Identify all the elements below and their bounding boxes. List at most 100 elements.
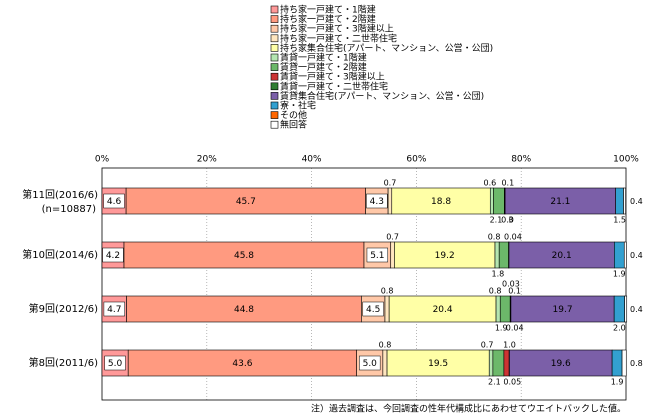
data-label: 0.8 [379, 341, 392, 350]
legend-swatch [271, 6, 278, 13]
bar-segment [496, 296, 500, 322]
legend-swatch [271, 35, 278, 42]
bar-segment [614, 296, 624, 322]
data-label: 0.7 [481, 341, 494, 350]
legend-label: その他 [280, 109, 307, 121]
legend-swatch [271, 54, 278, 61]
data-label: 0.8 [488, 233, 501, 242]
data-label: 19.6 [551, 359, 571, 369]
legend-label: 賃貸集合住宅(アパート、マンション、公営・公団) [280, 90, 484, 102]
category-label: 第8回(2011/6) [29, 356, 98, 369]
legend-swatch [271, 121, 278, 128]
data-label: 0.4 [630, 305, 643, 314]
bar-segment [624, 188, 626, 214]
data-label: 0.1 [501, 179, 514, 188]
data-label: 19.2 [435, 251, 455, 261]
bar-segment [616, 188, 624, 214]
data-label: 4.7 [107, 305, 121, 315]
legend-swatch [271, 112, 278, 119]
data-label: 0.4 [630, 197, 643, 206]
data-label: 0.1 [508, 287, 521, 296]
data-label: 5.0 [363, 359, 378, 369]
data-label: 44.8 [234, 305, 254, 315]
bar-segment [614, 242, 624, 268]
legend-label: 賃貸一戸建て・3階建以上 [280, 71, 385, 83]
data-label: 0.4 [630, 251, 643, 260]
data-label: 0.7 [384, 179, 397, 188]
legend-swatch [271, 102, 278, 109]
x-tick-label: 20% [197, 155, 217, 165]
legend-swatch [271, 83, 278, 90]
bar-segment [490, 188, 493, 214]
data-label: 1.9 [611, 378, 624, 387]
legend-swatch [271, 73, 278, 80]
legend-label: 賃貸一戸建て・1階建 [280, 52, 367, 64]
data-label: 0.04 [506, 324, 524, 333]
bar-segment [383, 350, 387, 376]
data-label: 20.4 [433, 305, 453, 315]
legend-swatch [271, 64, 278, 71]
category-label: 第11回(2016/6) [22, 188, 98, 201]
data-label: 4.6 [107, 197, 122, 207]
x-tick-label: 80% [511, 155, 531, 165]
data-label: 2.1 [488, 378, 501, 387]
legend-label: 寮・社宅 [280, 100, 316, 112]
legend-label: 持ち家一戸建て・二世帯住宅 [280, 32, 397, 44]
bar-segment [500, 296, 510, 322]
data-label: 21.1 [550, 197, 570, 207]
category-sublabel: (n=10887) [42, 204, 96, 215]
category-label: 第9回(2012/6) [29, 302, 98, 315]
data-label: 0.04 [504, 233, 522, 242]
data-label: 0.8 [381, 287, 394, 296]
bar-segment [499, 242, 508, 268]
legend-swatch [271, 92, 278, 99]
data-label: 0.8 [630, 359, 643, 368]
legend-swatch [271, 16, 278, 23]
data-label: 5.1 [370, 251, 384, 261]
bar-segment [612, 350, 622, 376]
legend-label: 無回答 [280, 119, 307, 131]
legend-label: 賃貸一戸建て・二世帯住宅 [280, 80, 388, 92]
data-label: 4.3 [370, 197, 384, 207]
data-label: 2.0 [613, 324, 626, 333]
bar-segment [385, 296, 389, 322]
bar-segment [388, 188, 392, 214]
bar-segment [391, 242, 395, 268]
data-label: 45.7 [236, 197, 256, 207]
legend-swatch [271, 44, 278, 51]
x-tick-label: 60% [406, 155, 426, 165]
data-label: 43.6 [232, 359, 252, 369]
data-label: 45.8 [234, 251, 254, 261]
data-label: 19.5 [428, 359, 448, 369]
bar-segment [622, 350, 626, 376]
bar-segment [493, 188, 504, 214]
data-label: 19.7 [553, 305, 573, 315]
data-label: 1.0 [503, 341, 516, 350]
chart-note: 注）過去調査は、今回調査の性年代構成比にあわせてウエイトバックした値。 [311, 403, 626, 415]
bar-segment [624, 242, 626, 268]
data-label: 4.2 [106, 251, 120, 261]
data-label: 0.05 [503, 378, 521, 387]
legend-label: 持ち家一戸建て・2階建 [280, 13, 376, 25]
legend-label: 持ち家一戸建て・3階建以上 [280, 23, 394, 35]
bar-segment [625, 296, 627, 322]
bar-segment [489, 350, 493, 376]
data-label: 5.0 [108, 359, 123, 369]
data-label: 18.8 [431, 197, 451, 207]
data-label: 0.6 [483, 179, 496, 188]
x-tick-label: 0% [95, 155, 110, 165]
legend-label: 賃貸一戸建て・2階建 [280, 61, 367, 73]
data-label: 20.1 [552, 251, 572, 261]
legend-label: 持ち家一戸建て・1階建 [280, 4, 376, 16]
data-label: 1.8 [492, 270, 505, 279]
bar-segment [504, 350, 509, 376]
legend-swatch [271, 25, 278, 32]
category-label: 第10回(2014/6) [22, 248, 98, 261]
data-label: 4.5 [366, 305, 380, 315]
legend-label: 持ち家集合住宅(アパート、マンション、公営・公団) [280, 42, 493, 54]
data-label: 3 [508, 216, 513, 225]
bar-segment [495, 242, 499, 268]
data-label: 1.9 [613, 270, 626, 279]
